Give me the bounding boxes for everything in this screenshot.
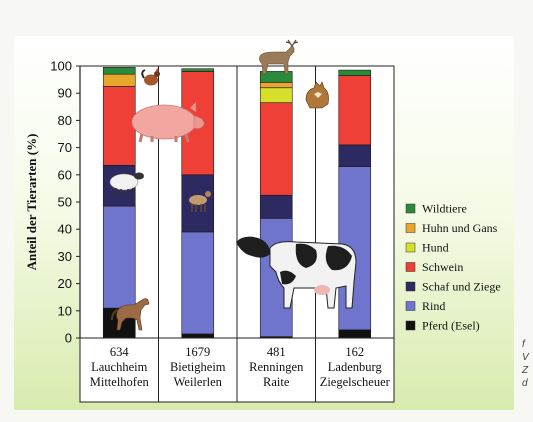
bar-segment-schaf-und-ziege [338, 144, 372, 167]
legend-label: Schaf und Ziege [422, 280, 501, 294]
bar-segment-huhn-und-gans [102, 73, 136, 87]
y-tick-label: 50 [58, 195, 72, 210]
pig-ear [190, 102, 196, 112]
legend-label: Pferd (Esel) [422, 319, 480, 333]
horse-body [116, 298, 150, 331]
y-tick-label: 90 [58, 86, 72, 101]
legend-swatch [405, 242, 416, 253]
bar-segment-schaf-und-ziege [259, 194, 293, 219]
cow-patch [325, 245, 352, 271]
category-label-line: 481 [267, 345, 286, 359]
dog-chest [314, 92, 322, 98]
sheep-head [134, 172, 144, 180]
category-label-line: Mittelhofen [90, 375, 150, 389]
legend-label: Hund [422, 241, 449, 255]
y-tick-label: 0 [65, 331, 72, 346]
y-tick-label: 80 [58, 113, 72, 128]
rooster-head [154, 71, 160, 77]
bar-segment-wildtiere [259, 71, 293, 83]
y-tick-label: 10 [58, 303, 72, 318]
cow-patch [280, 270, 296, 285]
horse-icon [111, 298, 150, 331]
goat-body [189, 195, 207, 205]
rooster-tail [141, 69, 146, 79]
legend-label: Wildtiere [422, 202, 467, 216]
legend-swatch [405, 320, 416, 331]
y-tick-label: 70 [58, 140, 72, 155]
category-label-line: Ladenburg [328, 360, 383, 374]
deer-icon [259, 39, 299, 75]
category-label-box [315, 337, 395, 403]
legend-swatch [405, 301, 416, 311]
category-label-line: 634 [110, 345, 130, 359]
legend-label: Huhn und Gans [422, 221, 498, 235]
bar-segment-schwein [102, 86, 136, 166]
deer-antlers [285, 39, 299, 47]
category-label-box [158, 337, 238, 403]
y-tick-label: 100 [50, 59, 72, 74]
bar-segment-pferd-esel [338, 329, 372, 339]
legend-label: Schwein [422, 260, 463, 274]
deer-body [259, 45, 295, 75]
category-label-line: 1679 [185, 345, 210, 359]
legend-swatch [405, 262, 416, 272]
dog-icon [305, 81, 329, 109]
rooster-icon [141, 68, 160, 86]
cropped-caption-fragment: f V Z d [522, 339, 529, 389]
goat-head [205, 191, 211, 197]
category-label-box [236, 337, 316, 403]
y-axis-label: Anteil der Tierarten (%) [24, 134, 39, 271]
horse-tail [111, 309, 119, 321]
category-label-line: Weilerlen [174, 375, 223, 389]
bar-segment-wildtiere [181, 68, 215, 72]
pig-snout [193, 115, 205, 129]
category-label-line: Renningen [249, 360, 304, 374]
bar-segment-pferd-esel [181, 333, 215, 339]
category-label-line: Ziegelscheuer [320, 375, 391, 389]
rooster-body [144, 74, 158, 86]
bar-segment-wildtiere [102, 67, 136, 75]
bar-segment-rind [102, 205, 136, 309]
pig-legs [138, 133, 190, 143]
bar-segment-huhn-und-gans [259, 82, 293, 89]
legend-swatch [405, 281, 416, 292]
legend-swatch [405, 203, 416, 214]
goat-legs [191, 204, 206, 212]
sheep-body [109, 173, 139, 191]
cow-icon [236, 236, 357, 309]
y-tick-label: 40 [58, 222, 72, 237]
y-tick-label: 60 [58, 167, 72, 182]
pig-body [131, 104, 197, 140]
category-label-box [79, 337, 159, 403]
cow-head [236, 236, 270, 258]
rooster-comb [156, 68, 159, 71]
category-label-line: 162 [345, 345, 364, 359]
bar-segment-wildtiere [338, 69, 372, 76]
bar-segment-schwein [338, 75, 372, 146]
category-label-line: Lauchheim [91, 360, 148, 374]
y-tick-label: 30 [58, 249, 72, 264]
cow-udder [314, 285, 330, 295]
pig-icon [131, 102, 205, 143]
sheep-icon [109, 172, 144, 195]
bar-segment-hund [259, 87, 293, 104]
legend-swatch [405, 223, 416, 233]
goat-icon [189, 191, 211, 212]
category-label-line: Raite [263, 375, 290, 389]
bar-segment-rind [181, 231, 215, 335]
category-label-line: Bietigheim [170, 360, 226, 374]
legend-label: Rind [422, 299, 445, 313]
y-tick-label: 20 [58, 276, 72, 291]
sheep-legs [115, 188, 134, 195]
cow-patch [295, 243, 317, 268]
bar-segment-schwein [259, 102, 293, 196]
